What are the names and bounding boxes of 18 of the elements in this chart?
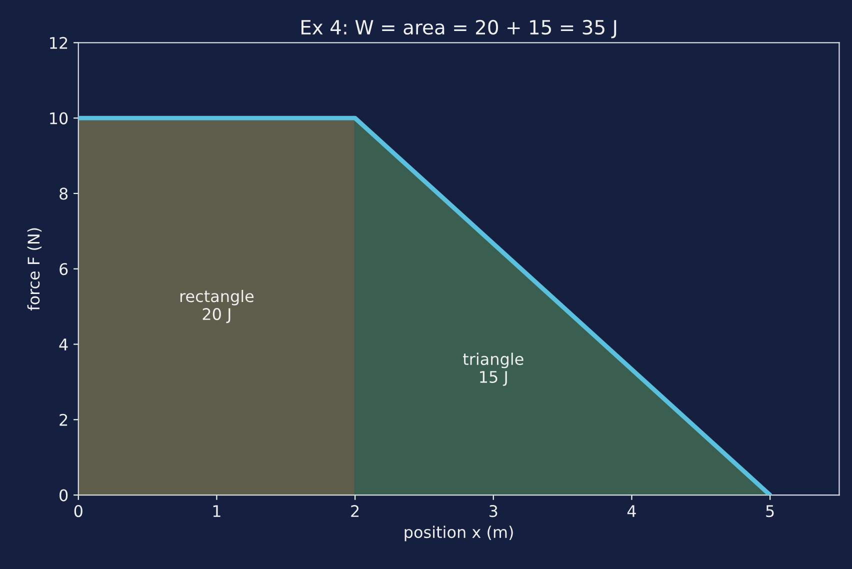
chart-title: Ex 4: W = area = 20 + 15 = 35 J [302,20,616,38]
x-axis-title: position x (m) [404,526,513,542]
x-tick-label: 0 [74,505,82,518]
y-tick-label: 12 [50,36,68,49]
annotation: triangle 15 J [463,352,524,386]
x-tick-label: 4 [627,505,636,517]
annotation: rectangle 20 J [180,290,254,324]
x-tick-label: 1 [213,505,220,517]
y-tick-label: 6 [60,263,68,276]
y-tick-label: 4 [59,338,68,350]
y-tick-label: 8 [60,188,68,200]
y-tick-label: 0 [60,489,68,502]
y-tick-label: 10 [50,112,68,124]
x-tick-label: 3 [490,505,498,518]
y-axis-title: force F (N) [27,228,42,310]
y-tick-label: 2 [60,414,68,426]
x-tick-label: 5 [766,505,774,518]
x-tick-label: 2 [351,505,359,517]
